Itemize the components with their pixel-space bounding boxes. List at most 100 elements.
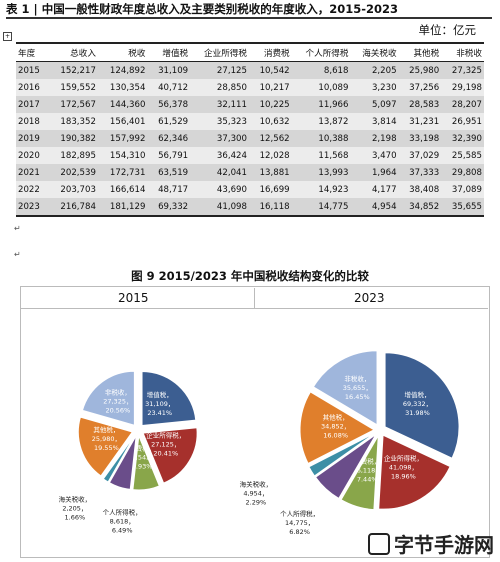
table-cell: 13,881: [248, 164, 292, 181]
pie-slice: [308, 432, 376, 477]
table-cell: 11,966: [291, 96, 351, 113]
table-cell: 10,089: [291, 79, 351, 96]
table-row: 2021 202,539 172,731 63,519 42,041 13,881 13,9…: [16, 164, 484, 181]
table-cell: 10,217: [248, 79, 292, 96]
table-cell: 172,731: [97, 164, 148, 181]
slice-label: 消费税，: [354, 457, 380, 466]
table-cell: 16,118: [248, 198, 292, 217]
table-cell: 1,964: [350, 164, 399, 181]
table-cell: 37,333: [398, 164, 442, 181]
slice-label: 个人所得税，: [280, 509, 319, 518]
table-cell: 35,323: [190, 113, 249, 130]
table-cell: 41,098: [190, 198, 249, 217]
table-cell: 4,177: [350, 181, 399, 198]
table-cell: 3,470: [350, 147, 399, 164]
table-cell: 69,332: [147, 198, 191, 217]
table-cell: 10,388: [291, 130, 351, 147]
table-cell: 56,378: [147, 96, 191, 113]
slice-label: 6.49%: [112, 527, 133, 535]
slice-label: 4,954，: [243, 489, 268, 497]
slice-label: 7.93%: [132, 462, 153, 470]
slice-label: 27,325，: [103, 397, 132, 405]
column-header: 非税收: [441, 42, 484, 62]
table-cell: 166,614: [97, 181, 148, 198]
pie-slice: [81, 370, 135, 426]
table-row: 2016 159,552 130,354 40,712 28,850 10,217 10,0…: [16, 79, 484, 96]
figure-header: [21, 288, 488, 309]
column-header: 税收: [97, 42, 148, 62]
table-cell: 43,690: [190, 181, 249, 198]
table-cell: 32,111: [190, 96, 249, 113]
slice-label: 31,109，: [145, 400, 174, 408]
slice-label: 20.56%: [105, 406, 130, 414]
header-divider: [254, 288, 255, 308]
table-cell: 37,256: [398, 79, 442, 96]
slice-label: 10,542，: [127, 453, 156, 461]
table-cell: 27,325: [441, 61, 484, 79]
table-cell: 2017: [16, 96, 49, 113]
table-cell: 48,717: [147, 181, 191, 198]
unit-label: 单位：亿元: [418, 23, 477, 37]
table-cell: 25,980: [398, 61, 442, 79]
slice-label: 35,655，: [343, 384, 372, 392]
table-cell: 202,539: [48, 164, 98, 181]
slice-label: 6.82%: [289, 528, 310, 536]
table-row: 2015 152,217 124,892 31,109 27,125 10,542 8,61…: [16, 61, 484, 79]
table-cell: 2015: [16, 61, 49, 79]
table-cell: 3,230: [350, 79, 399, 96]
table-cell: 25,585: [441, 147, 484, 164]
table-cell: 56,791: [147, 147, 191, 164]
table-cell: 37,029: [398, 147, 442, 164]
slice-label: 海关税收，: [59, 494, 92, 503]
table-cell: 8,618: [291, 61, 351, 79]
table-cell: 29,808: [441, 164, 484, 181]
slice-label: 个人所得税，: [103, 508, 142, 517]
table-cell: 2020: [16, 147, 49, 164]
slice-label: 34,852，: [321, 423, 350, 431]
pie-slice: [77, 416, 134, 477]
slice-label: 2,205，: [62, 504, 87, 512]
column-header: 企业所得税: [190, 42, 249, 62]
table-move-handle[interactable]: +: [3, 32, 12, 41]
slice-label: 16.45%: [345, 393, 370, 401]
table-cell: 2,198: [350, 130, 399, 147]
watermark-text: 字节手游网: [394, 533, 494, 557]
table-cell: 156,401: [97, 113, 148, 130]
table-cell: 183,352: [48, 113, 98, 130]
table-title: 表 1 | 中国一般性财政年度总收入及主要类别税收的年度收入，2015-2023: [6, 2, 398, 16]
watermark: 字节手游网: [368, 529, 494, 558]
slice-label: 19.55%: [94, 444, 119, 452]
table-cell: 154,310: [97, 147, 148, 164]
paragraph-mark: ↵: [14, 250, 21, 259]
table-cell: 159,552: [48, 79, 98, 96]
slice-label: 25,980，: [92, 435, 121, 443]
slice-label: 31.98%: [405, 409, 430, 417]
pie-slice: [384, 352, 460, 459]
table-cell: 16,699: [248, 181, 292, 198]
table-cell: 10,225: [248, 96, 292, 113]
table-header-row: 年度 总收入 税收 增值税 企业所得税 消费税 个人所得税 海关税收 其他税 非税收: [16, 42, 484, 62]
table-cell: 12,562: [248, 130, 292, 147]
slice-label: 16,118，: [353, 467, 382, 475]
table-cell: 2016: [16, 79, 49, 96]
table-body: 2015 152,217 124,892 31,109 27,125 10,542 8,61…: [16, 61, 484, 217]
pie-slice: [312, 350, 378, 426]
table-cell: 2019: [16, 130, 49, 147]
table-row: 2020 182,895 154,310 56,791 36,424 12,028 11,5…: [16, 147, 484, 164]
table-cell: 26,951: [441, 113, 484, 130]
table-cell: 29,198: [441, 79, 484, 96]
table-cell: 62,346: [147, 130, 191, 147]
slice-label: 23.41%: [147, 409, 172, 417]
column-header: 海关税收: [350, 42, 399, 62]
table-cell: 152,217: [48, 61, 98, 79]
table-cell: 13,872: [291, 113, 351, 130]
year-label-left: 2015: [118, 291, 149, 305]
slice-label: 海关税收，: [240, 479, 273, 488]
table-cell: 14,775: [291, 198, 351, 217]
column-header: 增值税: [147, 42, 191, 62]
pie-slice: [378, 434, 451, 510]
slice-label: 14,775，: [285, 519, 314, 527]
table-cell: 31,231: [398, 113, 442, 130]
pie-slice: [132, 435, 160, 491]
slice-label: 其他税，: [323, 413, 349, 422]
